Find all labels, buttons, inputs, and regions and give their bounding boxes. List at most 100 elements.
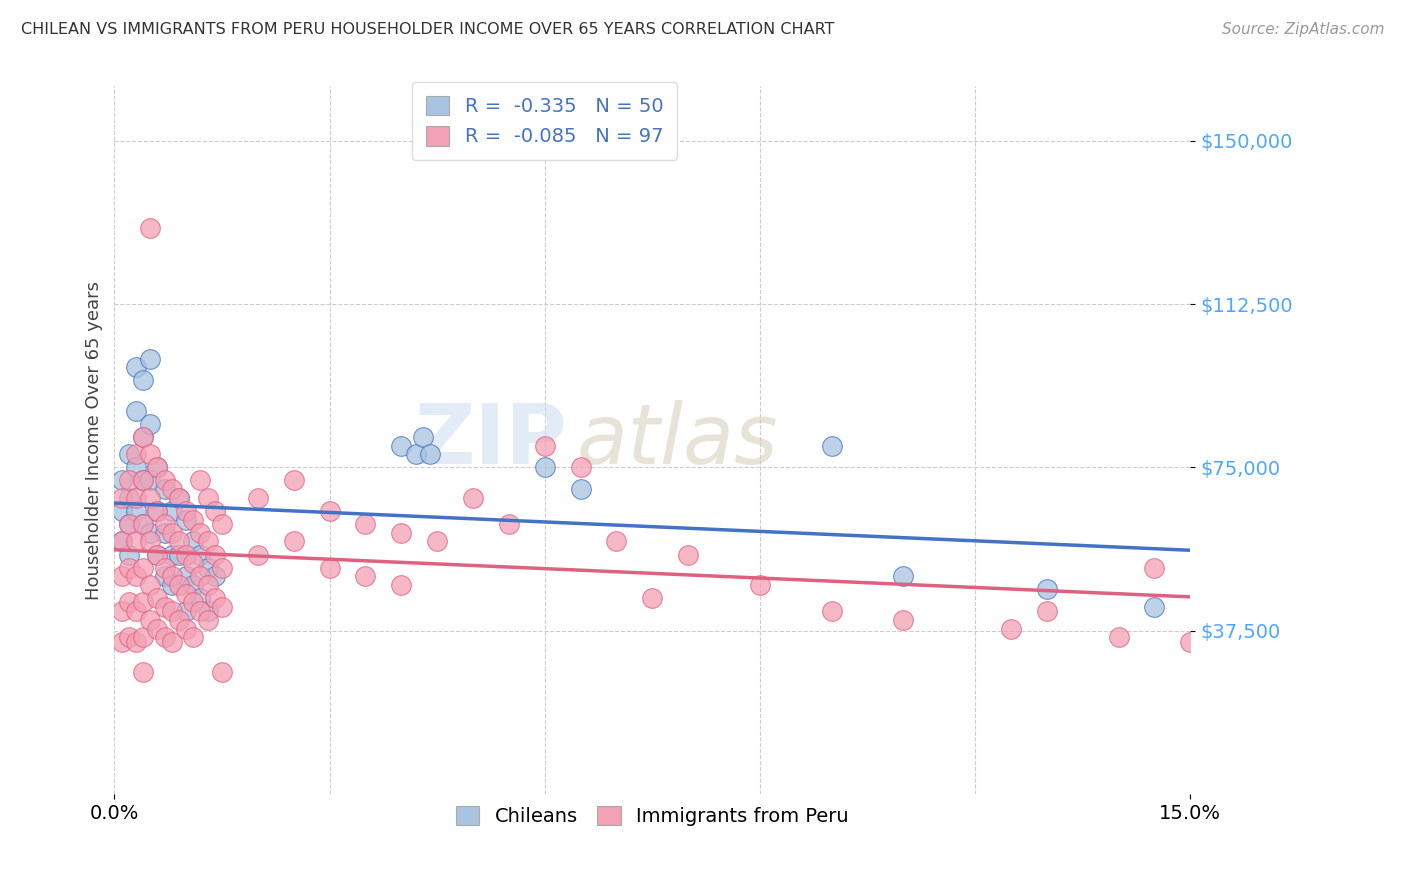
Point <box>748 578 770 592</box>
Point <box>125 447 148 461</box>
Point <box>153 516 176 531</box>
Point <box>110 474 132 488</box>
Point <box>641 591 664 605</box>
Point <box>125 634 148 648</box>
Point <box>153 599 176 614</box>
Point <box>197 491 219 505</box>
Point <box>139 525 162 540</box>
Point <box>153 474 176 488</box>
Point <box>174 513 197 527</box>
Point <box>139 351 162 366</box>
Point <box>110 491 132 505</box>
Point <box>146 460 169 475</box>
Point <box>118 474 141 488</box>
Point <box>146 622 169 636</box>
Point <box>605 534 627 549</box>
Point <box>318 504 340 518</box>
Point <box>167 548 190 562</box>
Point <box>405 447 427 461</box>
Point <box>197 613 219 627</box>
Point <box>676 548 699 562</box>
Point <box>110 634 132 648</box>
Point <box>118 560 141 574</box>
Point <box>174 604 197 618</box>
Point <box>204 504 226 518</box>
Point <box>153 482 176 496</box>
Point <box>146 504 169 518</box>
Point <box>211 560 233 574</box>
Point <box>174 548 197 562</box>
Point <box>110 534 132 549</box>
Point <box>118 516 141 531</box>
Point <box>118 491 141 505</box>
Point <box>160 604 183 618</box>
Point <box>110 534 132 549</box>
Point <box>132 430 155 444</box>
Point <box>146 591 169 605</box>
Point <box>419 447 441 461</box>
Point <box>153 560 176 574</box>
Point <box>118 548 141 562</box>
Point <box>167 491 190 505</box>
Point <box>160 525 183 540</box>
Text: ZIP: ZIP <box>413 400 567 481</box>
Point <box>461 491 484 505</box>
Point <box>160 504 183 518</box>
Point <box>132 630 155 644</box>
Point <box>110 604 132 618</box>
Point <box>167 578 190 592</box>
Point <box>132 560 155 574</box>
Point <box>132 516 155 531</box>
Point <box>125 534 148 549</box>
Point <box>132 516 155 531</box>
Point <box>283 534 305 549</box>
Point <box>891 613 914 627</box>
Point <box>1143 560 1166 574</box>
Point <box>820 439 842 453</box>
Point <box>197 560 219 574</box>
Point <box>1036 604 1059 618</box>
Point <box>354 569 377 583</box>
Point <box>118 630 141 644</box>
Point <box>181 556 204 570</box>
Point <box>190 474 212 488</box>
Point <box>412 430 434 444</box>
Point <box>1000 622 1022 636</box>
Point <box>167 613 190 627</box>
Point <box>389 525 412 540</box>
Point <box>569 460 592 475</box>
Point <box>533 460 555 475</box>
Point <box>190 569 212 583</box>
Point <box>132 373 155 387</box>
Point <box>146 504 169 518</box>
Point <box>118 516 141 531</box>
Point <box>125 460 148 475</box>
Point <box>125 604 148 618</box>
Point <box>110 569 132 583</box>
Point <box>197 534 219 549</box>
Point <box>174 622 197 636</box>
Point <box>181 513 204 527</box>
Point <box>125 569 148 583</box>
Point <box>498 516 520 531</box>
Point <box>190 525 212 540</box>
Point <box>132 665 155 679</box>
Legend: Chileans, Immigrants from Peru: Chileans, Immigrants from Peru <box>449 797 856 834</box>
Point <box>283 474 305 488</box>
Point <box>204 591 226 605</box>
Point <box>181 534 204 549</box>
Point <box>160 482 183 496</box>
Point <box>204 548 226 562</box>
Point <box>211 665 233 679</box>
Point <box>174 569 197 583</box>
Point <box>139 578 162 592</box>
Point <box>139 220 162 235</box>
Text: Source: ZipAtlas.com: Source: ZipAtlas.com <box>1222 22 1385 37</box>
Point <box>197 578 219 592</box>
Point <box>132 474 155 488</box>
Point <box>1108 630 1130 644</box>
Point <box>426 534 449 549</box>
Point <box>211 599 233 614</box>
Point <box>354 516 377 531</box>
Point <box>1180 634 1202 648</box>
